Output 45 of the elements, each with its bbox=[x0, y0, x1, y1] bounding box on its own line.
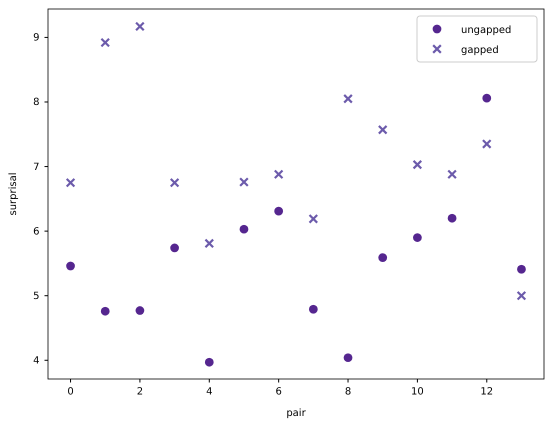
y-tick-label: 4 bbox=[33, 355, 40, 366]
point bbox=[308, 214, 318, 224]
x-tick-label: 8 bbox=[344, 386, 352, 398]
point bbox=[378, 124, 388, 135]
point bbox=[517, 264, 526, 274]
point bbox=[344, 353, 352, 362]
y-tick-label: 8 bbox=[33, 97, 40, 108]
point bbox=[447, 169, 458, 180]
point bbox=[100, 38, 110, 48]
y-tick-label: 6 bbox=[33, 226, 40, 238]
x-tick-label: 2 bbox=[136, 386, 144, 398]
point bbox=[413, 233, 422, 242]
point bbox=[170, 244, 179, 252]
point bbox=[343, 94, 353, 104]
x-tick-label: 10 bbox=[411, 386, 424, 398]
x-tick-label: 4 bbox=[206, 386, 212, 398]
x-tick-label: 6 bbox=[275, 386, 282, 398]
y-tick-label: 9 bbox=[33, 32, 40, 44]
x-tick-label: 0 bbox=[67, 386, 74, 398]
point bbox=[136, 306, 144, 315]
point bbox=[240, 224, 248, 234]
point bbox=[100, 306, 110, 316]
legend-label: gapped bbox=[461, 45, 499, 56]
legend-label: ungapped bbox=[461, 25, 512, 36]
point bbox=[482, 139, 492, 149]
point bbox=[204, 238, 214, 248]
point bbox=[239, 177, 249, 187]
point bbox=[308, 304, 318, 314]
y-axis-title: surprisal bbox=[8, 172, 19, 216]
x-axis-title: pair bbox=[286, 408, 307, 419]
point bbox=[204, 358, 214, 367]
point bbox=[448, 214, 456, 223]
y-tick-label: 5 bbox=[33, 290, 40, 302]
point bbox=[134, 22, 145, 32]
point bbox=[66, 178, 76, 188]
y-tick-label: 7 bbox=[33, 162, 40, 173]
x-tick-label: 12 bbox=[480, 386, 494, 398]
point bbox=[170, 178, 180, 188]
point bbox=[378, 253, 388, 262]
point bbox=[412, 160, 422, 170]
point bbox=[274, 169, 284, 180]
point bbox=[274, 206, 284, 216]
point bbox=[66, 262, 75, 270]
point bbox=[516, 290, 526, 301]
point bbox=[482, 94, 492, 102]
